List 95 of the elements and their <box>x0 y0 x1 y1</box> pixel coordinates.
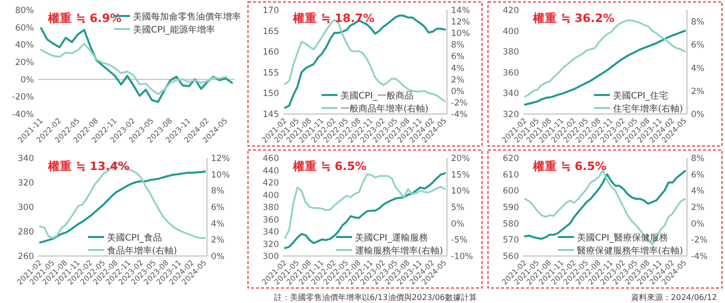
y-tick-label: 400 <box>262 190 279 201</box>
y-tick-label: 400 <box>502 26 519 37</box>
y-tick-label: 620 <box>502 154 519 164</box>
legend-label: 一般商品年增率(右軸) <box>340 104 429 114</box>
y2-tick-label: 12% <box>451 18 470 28</box>
y-tick-label: 160 <box>262 48 279 58</box>
y-tick-label: 360 <box>262 215 279 226</box>
y-tick-label: 300 <box>262 252 279 262</box>
y-tick-label: -20% <box>12 92 34 103</box>
y2-tick-label: 8% <box>211 186 224 197</box>
y2-tick-label: 4% <box>451 64 464 74</box>
y2-tick-label: 10% <box>451 186 470 197</box>
y2-tick-label: 15% <box>451 170 470 180</box>
y2-tick-label: -4% <box>691 252 708 262</box>
y2-tick-label: 6% <box>691 170 704 180</box>
y-tick-label: 0% <box>20 75 34 86</box>
chart-title: 權重 ≒ 36.2% <box>532 11 616 25</box>
y2-tick-label: 10% <box>211 170 230 180</box>
y-tick-label: 300 <box>18 203 34 213</box>
y-tick-label: 460 <box>262 154 279 164</box>
y-tick-label: 165 <box>262 26 279 37</box>
y2-tick-label: 4% <box>691 186 704 197</box>
legend-label: 醫療保健服務年增率(右軸) <box>576 246 683 256</box>
y-tick-label: 380 <box>262 203 279 213</box>
y2-tick-label: 6% <box>211 203 224 213</box>
chart-title: 權重 ≒ 6.5% <box>292 159 368 173</box>
y-tick-label: 170 <box>262 6 279 16</box>
y-tick-label: 280 <box>18 228 34 238</box>
y2-tick-label: -4% <box>451 110 468 120</box>
y-tick-label: 560 <box>502 252 519 262</box>
chart-title: 權重 ≒ 18.7% <box>292 11 376 25</box>
y2-tick-label: 8% <box>691 154 704 164</box>
y-tick-label: 20% <box>15 58 34 68</box>
y-tick-label: -40% <box>12 110 34 120</box>
y-tick-label: 590 <box>502 203 519 213</box>
y2-tick-label: 2% <box>451 75 464 86</box>
y-tick-label: 320 <box>18 178 34 188</box>
legend-label: 美國CPI_食品 <box>106 232 162 244</box>
y2-tick-label: 10% <box>451 29 470 40</box>
y2-tick-label: 14% <box>451 6 470 16</box>
y2-tick-label: 6% <box>691 40 704 51</box>
y-tick-label: 340 <box>18 154 34 164</box>
legend-label: 食品年增率(右軸) <box>106 246 178 256</box>
legend-label: 美國CPI_住宅 <box>612 90 668 102</box>
y2-tick-label: 2% <box>211 236 224 246</box>
y2-tick-label: 6% <box>451 52 464 62</box>
y-tick-label: 420 <box>502 6 519 16</box>
y-tick-label: 145 <box>262 110 279 120</box>
y2-tick-label: 0% <box>451 86 464 97</box>
y2-tick-label: 20% <box>451 154 470 164</box>
source-note: 資料來源：2024/06/12 <box>630 293 717 302</box>
y-tick-label: 340 <box>502 89 519 100</box>
y-tick-label: 80% <box>15 6 34 16</box>
y-tick-label: 610 <box>502 170 519 180</box>
y-tick-label: 600 <box>502 186 519 197</box>
legend-label: 美國CPI_一般商品 <box>340 90 414 102</box>
text: 註：美國零售油價年增率以6/13油價與2023/06數據計算 <box>274 293 477 302</box>
legend-label: 運輸服務年增率(右軸) <box>354 246 443 256</box>
y-tick-label: 260 <box>18 252 34 262</box>
y2-tick-label: 12% <box>211 154 230 164</box>
chart-title: 權重 ≒ 6.9% <box>47 11 122 25</box>
y-tick-label: 580 <box>502 219 519 230</box>
chart-title: 權重 ≒ 6.5% <box>532 159 608 173</box>
y2-tick-label: -2% <box>691 236 708 246</box>
y2-tick-label: 2% <box>691 203 704 213</box>
y-tick-label: 570 <box>502 236 519 246</box>
y-tick-label: 420 <box>262 178 279 188</box>
y2-tick-label: -5% <box>451 236 468 246</box>
chart-title: 權重 ≒ 13.4% <box>47 159 130 173</box>
y2-tick-label: -10% <box>451 252 473 262</box>
y2-tick-label: 5% <box>451 203 464 213</box>
y2-tick-label: 4% <box>691 64 704 74</box>
y2-tick-label: 8% <box>451 40 464 51</box>
y-tick-label: 60% <box>15 23 34 34</box>
y2-tick-label: 4% <box>211 219 224 230</box>
y2-tick-label: 8% <box>691 18 704 28</box>
y2-tick-label: 0% <box>451 219 464 230</box>
legend-label: 美國CPI_能源年增率 <box>133 24 215 36</box>
y-tick-label: 150 <box>262 89 279 100</box>
y2-tick-label: 0% <box>211 252 224 262</box>
legend-label: 美國每加侖零售油價年增率 <box>133 12 241 22</box>
y-tick-label: 320 <box>262 240 279 250</box>
y2-tick-label: 2% <box>691 86 704 97</box>
legend-label: 美國CPI_運輸服務 <box>354 232 428 244</box>
y-tick-label: 320 <box>502 110 519 120</box>
y-tick-label: 360 <box>502 68 519 78</box>
y-tick-label: 40% <box>15 40 34 51</box>
y-tick-label: 155 <box>262 68 279 78</box>
y-tick-label: 380 <box>502 48 519 58</box>
legend-label: 住宅年增率(右軸) <box>612 104 683 114</box>
y-tick-label: 340 <box>262 228 279 238</box>
y-tick-label: 440 <box>262 166 279 176</box>
y2-tick-label: -2% <box>451 98 468 108</box>
y2-tick-label: 0% <box>691 219 704 230</box>
y2-tick-label: 0% <box>691 110 704 120</box>
